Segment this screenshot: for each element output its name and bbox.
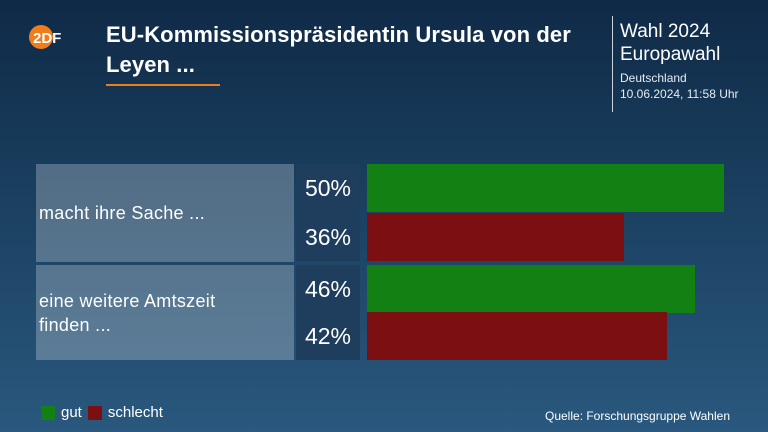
logo-circle bbox=[29, 25, 53, 49]
bar-schlecht-row-2 bbox=[367, 312, 667, 360]
legend-label-gut: gut bbox=[61, 404, 82, 421]
election-subtitle: Europawahl bbox=[620, 44, 721, 65]
election-name: Wahl 2024 bbox=[620, 21, 711, 42]
value-label: 42% bbox=[296, 312, 360, 360]
bar-gut-row-2 bbox=[367, 265, 695, 313]
logo-text: 2DF bbox=[33, 30, 61, 47]
category-label: macht ihre Sache ... bbox=[39, 203, 206, 223]
category-label-row-1: macht ihre Sache ... bbox=[36, 164, 294, 262]
timestamp: 10.06.2024, 11:58 Uhr bbox=[620, 87, 739, 101]
election-info: Wahl 2024 Europawahl Deutschland 10.06.2… bbox=[620, 20, 739, 102]
legend-label-schlecht: schlecht bbox=[107, 404, 163, 421]
legend-swatch-schlecht bbox=[87, 405, 102, 420]
title-underline bbox=[106, 84, 220, 86]
zdf-logo: 2DF bbox=[29, 25, 61, 49]
legend-item-gut: gut bbox=[41, 404, 82, 421]
legend-swatch-gut bbox=[41, 405, 55, 420]
source-note: Quelle: Forschungsgruppe Wahlen bbox=[545, 409, 730, 423]
legend: gut schlecht bbox=[41, 404, 169, 421]
category-label-row-2: eine weitere Amtszeit finden ... bbox=[36, 265, 294, 360]
value-label: 36% bbox=[296, 213, 360, 261]
chart-title: EU-Kommissionspräsidentin Ursula von der… bbox=[106, 22, 571, 77]
bar-schlecht-row-1 bbox=[367, 213, 624, 261]
legend-item-schlecht: schlecht bbox=[87, 404, 163, 421]
header-divider bbox=[612, 16, 613, 112]
category-label: eine weitere Amtszeit finden ... bbox=[39, 290, 216, 335]
bar-gut-row-1 bbox=[367, 164, 724, 212]
region-label: Deutschland bbox=[620, 71, 687, 85]
value-label: 46% bbox=[296, 265, 360, 313]
value-label: 50% bbox=[296, 164, 360, 212]
